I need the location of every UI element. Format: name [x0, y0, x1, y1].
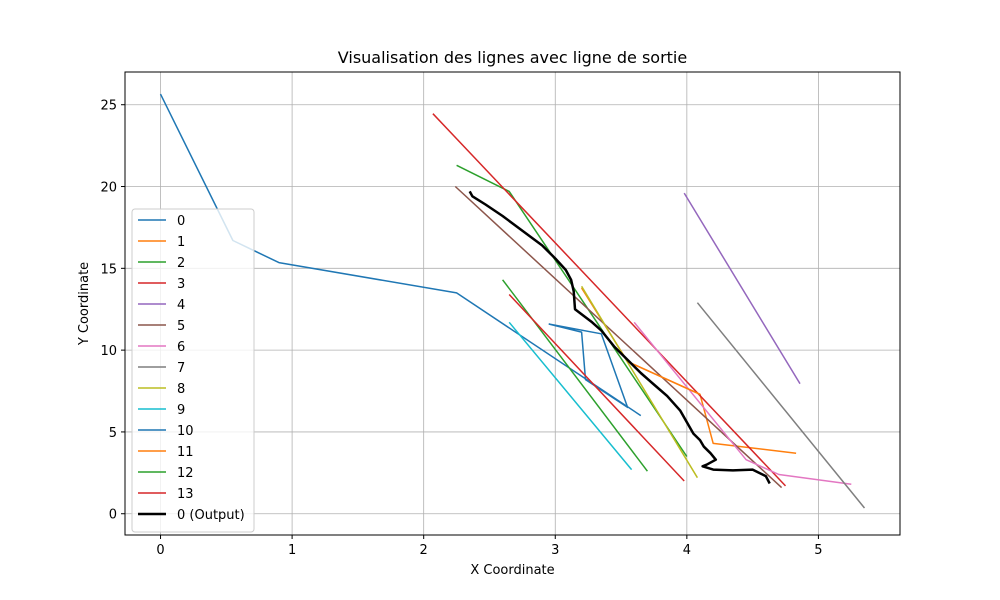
legend-box	[131, 208, 255, 533]
series-line-3	[432, 113, 787, 487]
x-tick-label: 2	[420, 543, 428, 558]
legend-label: 2	[177, 256, 185, 271]
legend-label: 9	[177, 403, 185, 418]
series-lines	[159, 93, 866, 509]
chart-title: Visualisation des lignes avec ligne de s…	[338, 48, 687, 67]
legend-label: 0	[177, 214, 185, 229]
legend-label: 11	[177, 445, 194, 460]
x-tick-label: 5	[814, 543, 822, 558]
x-tick-label: 0	[156, 543, 164, 558]
legend-label: 5	[177, 319, 185, 334]
x-tick-label: 4	[683, 543, 691, 558]
series-line-12	[502, 279, 648, 472]
y-tick-label: 25	[100, 99, 117, 114]
y-tick-label: 15	[100, 262, 117, 277]
series-line-4	[683, 192, 801, 385]
y-tick-label: 20	[100, 181, 117, 196]
series-line-13	[508, 293, 685, 482]
plot-frame	[124, 71, 901, 536]
legend-label: 7	[177, 361, 185, 376]
series-line-11	[627, 360, 701, 395]
series-line-9	[508, 321, 633, 471]
x-tick-label: 3	[551, 543, 559, 558]
series-line-0-output	[468, 190, 771, 485]
x-axis-label: X Coordinate	[470, 563, 554, 578]
legend-label: 3	[177, 277, 185, 292]
y-tick-label: 5	[109, 426, 117, 441]
series-line-8	[580, 285, 699, 479]
series-line-2	[456, 164, 688, 457]
y-tick-label: 10	[100, 344, 117, 359]
legend-label: 13	[177, 487, 194, 502]
series-line-7	[696, 302, 866, 509]
legend-label: 6	[177, 340, 185, 355]
x-tick-label: 1	[288, 543, 296, 558]
y-tick-label: 0	[109, 508, 117, 523]
legend-label: 12	[177, 466, 194, 481]
legend-label: 8	[177, 382, 185, 397]
series-line-6	[633, 321, 852, 486]
y-axis-label: Y Coordinate	[77, 262, 92, 346]
legend-label: 4	[177, 298, 185, 313]
legend-label: 10	[177, 424, 194, 439]
legend-label: 1	[177, 235, 185, 250]
legend-label: 0 (Output)	[177, 508, 245, 523]
series-line-10	[548, 323, 629, 409]
